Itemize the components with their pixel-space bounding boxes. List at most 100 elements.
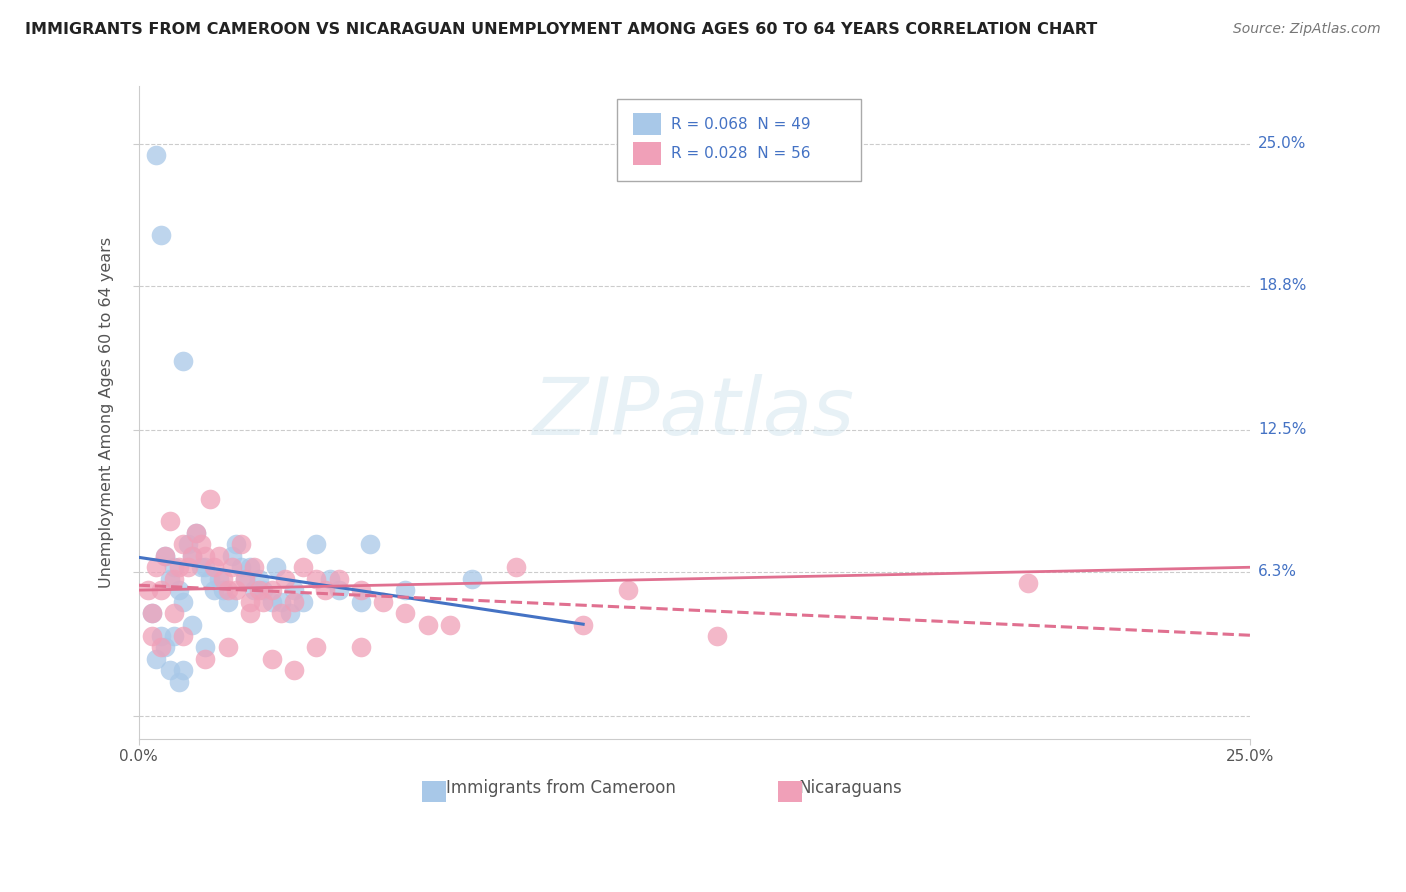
Point <box>394 606 416 620</box>
Point <box>350 583 373 598</box>
Point <box>159 572 181 586</box>
Point <box>270 606 292 620</box>
Point <box>359 537 381 551</box>
FancyBboxPatch shape <box>422 780 447 802</box>
Point <box>198 491 221 506</box>
Point <box>243 560 266 574</box>
Point <box>163 629 186 643</box>
Point <box>194 652 217 666</box>
Point <box>172 537 194 551</box>
Point <box>278 606 301 620</box>
Point <box>252 594 274 608</box>
Point <box>155 549 177 563</box>
Point <box>141 606 163 620</box>
Point <box>176 537 198 551</box>
Point <box>194 549 217 563</box>
Point <box>229 560 252 574</box>
Text: 12.5%: 12.5% <box>1258 423 1306 437</box>
Text: 6.3%: 6.3% <box>1258 565 1298 579</box>
Point <box>350 640 373 655</box>
Point <box>172 663 194 677</box>
Point <box>1017 576 1039 591</box>
Point <box>328 583 350 598</box>
Point <box>225 583 247 598</box>
Point <box>305 537 328 551</box>
Point <box>155 549 177 563</box>
Text: Immigrants from Cameroon: Immigrants from Cameroon <box>446 779 676 797</box>
Point <box>167 560 190 574</box>
Point <box>235 572 257 586</box>
Point <box>239 606 262 620</box>
Point <box>274 572 297 586</box>
Point <box>305 640 328 655</box>
Text: ZIPatlas: ZIPatlas <box>533 374 855 451</box>
Point <box>217 640 239 655</box>
Point <box>616 583 638 598</box>
Point <box>247 572 270 586</box>
Point <box>252 583 274 598</box>
Point <box>212 572 235 586</box>
Point <box>217 583 239 598</box>
Point <box>172 594 194 608</box>
Text: 18.8%: 18.8% <box>1258 278 1306 293</box>
Y-axis label: Unemployment Among Ages 60 to 64 years: Unemployment Among Ages 60 to 64 years <box>100 237 114 588</box>
Point <box>394 583 416 598</box>
Point <box>350 594 373 608</box>
Point <box>194 640 217 655</box>
Point <box>163 560 186 574</box>
Point <box>176 560 198 574</box>
Point <box>283 583 305 598</box>
Point <box>141 629 163 643</box>
Point <box>283 594 305 608</box>
Point <box>181 549 204 563</box>
Point <box>145 148 167 162</box>
Point <box>292 560 315 574</box>
Point <box>163 572 186 586</box>
Point <box>239 560 262 574</box>
Point <box>416 617 439 632</box>
Point <box>439 617 461 632</box>
Point <box>181 549 204 563</box>
Point <box>212 583 235 598</box>
FancyBboxPatch shape <box>633 143 661 165</box>
Text: IMMIGRANTS FROM CAMEROON VS NICARAGUAN UNEMPLOYMENT AMONG AGES 60 TO 64 YEARS CO: IMMIGRANTS FROM CAMEROON VS NICARAGUAN U… <box>25 22 1098 37</box>
Point <box>145 652 167 666</box>
Text: 25.0%: 25.0% <box>1258 136 1306 151</box>
Point <box>572 617 595 632</box>
Point <box>328 572 350 586</box>
Point <box>260 594 283 608</box>
Point <box>235 572 257 586</box>
Point <box>243 583 266 598</box>
Point <box>305 572 328 586</box>
Point <box>159 663 181 677</box>
Point <box>190 560 212 574</box>
Point <box>186 525 208 540</box>
Point <box>461 572 484 586</box>
Point <box>145 560 167 574</box>
Point <box>172 629 194 643</box>
Point <box>221 560 243 574</box>
Point <box>260 583 283 598</box>
Point <box>260 652 283 666</box>
Point <box>149 583 172 598</box>
Point <box>172 354 194 368</box>
Point <box>198 572 221 586</box>
Point <box>217 594 239 608</box>
Point <box>163 606 186 620</box>
FancyBboxPatch shape <box>633 113 661 136</box>
Text: R = 0.068  N = 49: R = 0.068 N = 49 <box>671 117 811 132</box>
Point <box>229 537 252 551</box>
Point <box>141 606 163 620</box>
Point <box>283 663 305 677</box>
Point <box>505 560 527 574</box>
Point <box>167 674 190 689</box>
Point <box>225 537 247 551</box>
Point <box>319 572 342 586</box>
Point <box>149 629 172 643</box>
Point <box>239 594 262 608</box>
Point <box>247 583 270 598</box>
Point <box>190 537 212 551</box>
Point <box>706 629 728 643</box>
Text: R = 0.028  N = 56: R = 0.028 N = 56 <box>671 146 810 161</box>
Point <box>202 560 225 574</box>
